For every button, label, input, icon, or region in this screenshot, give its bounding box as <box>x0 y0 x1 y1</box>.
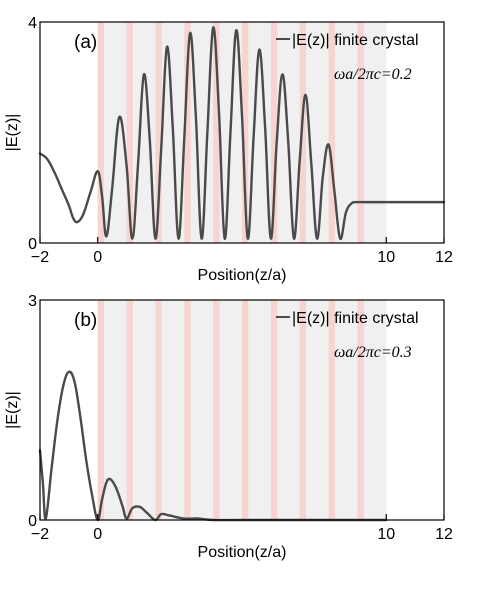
crystal-region-a <box>97 22 387 243</box>
frequency-annotation-b: ωa/2πc=0.3 <box>334 344 412 361</box>
layer-stripe-b-3 <box>155 300 162 520</box>
panel-b: −2 0 10 12 0 3 (b) |E(z)| finite crystal… <box>4 293 453 561</box>
panel-label-a: (a) <box>74 32 97 53</box>
crystal-region-b <box>97 300 387 520</box>
layer-stripe-b-2 <box>126 300 133 520</box>
layer-stripe-b-5 <box>213 300 220 520</box>
layer-stripe-a-9 <box>328 22 335 243</box>
layer-stripe-b-4 <box>184 300 191 520</box>
layer-stripe-a-4 <box>184 22 191 243</box>
layer-stripe-a-5 <box>213 22 220 243</box>
legend-label-a: |E(z)| finite crystal <box>292 32 419 49</box>
x-tick-label-a-1: −2 <box>31 249 49 266</box>
panel-a: −2 0 10 12 0 4 (a) |E(z)| finite crystal… <box>4 15 453 284</box>
y-tick-label-b-2: 3 <box>28 293 37 310</box>
x-tick-label-b-4: 12 <box>435 526 453 543</box>
x-tick-label-b-1: −2 <box>31 526 49 543</box>
y-tick-label-b-1: 0 <box>28 513 37 530</box>
panel-label-b: (b) <box>74 310 97 331</box>
curve-group-a <box>38 26 446 241</box>
series-line-b-1 <box>38 370 388 522</box>
x-tick-label-a-3: 10 <box>377 249 395 266</box>
x-axis-label-a: Position(z/a) <box>198 267 287 284</box>
layer-stripe-a-2 <box>126 22 133 243</box>
layer-stripe-b-8 <box>299 300 307 520</box>
layer-stripe-b-1 <box>97 300 105 520</box>
x-tick-label-a-2: 0 <box>93 249 102 266</box>
layer-stripe-a-7 <box>270 22 278 243</box>
ticks-b <box>39 514 445 520</box>
series-line-a-1 <box>38 26 446 241</box>
y-axis-label-b: |E(z)| <box>4 391 21 429</box>
x-tick-label-b-2: 0 <box>93 526 102 543</box>
layer-stripe-a-6 <box>242 22 249 243</box>
y-tick-label-a-2: 4 <box>28 15 37 32</box>
x-axis-label-b: Position(z/a) <box>198 544 287 561</box>
layer-stripe-b-6 <box>242 300 249 520</box>
layer-stripe-a-1 <box>97 22 105 243</box>
layer-stripe-a-8 <box>299 22 307 243</box>
plot-frame-b <box>39 299 445 521</box>
y-axis-label-a: |E(z)| <box>4 114 21 152</box>
layer-stripe-b-10 <box>357 300 364 520</box>
layer-stripe-a-10 <box>357 22 364 243</box>
layer-stripe-b-9 <box>328 300 335 520</box>
frequency-annotation-a: ωa/2πc=0.2 <box>334 66 412 83</box>
y-tick-label-a-1: 0 <box>28 236 37 253</box>
plot-frame-a <box>39 21 445 244</box>
x-tick-label-b-3: 10 <box>377 526 395 543</box>
layer-stripe-b-7 <box>270 300 278 520</box>
ticks-a <box>39 237 445 243</box>
x-tick-label-a-4: 12 <box>435 249 453 266</box>
legend-label-b: |E(z)| finite crystal <box>292 310 419 327</box>
curve-group-b <box>38 370 388 522</box>
layer-stripe-a-3 <box>155 22 162 243</box>
